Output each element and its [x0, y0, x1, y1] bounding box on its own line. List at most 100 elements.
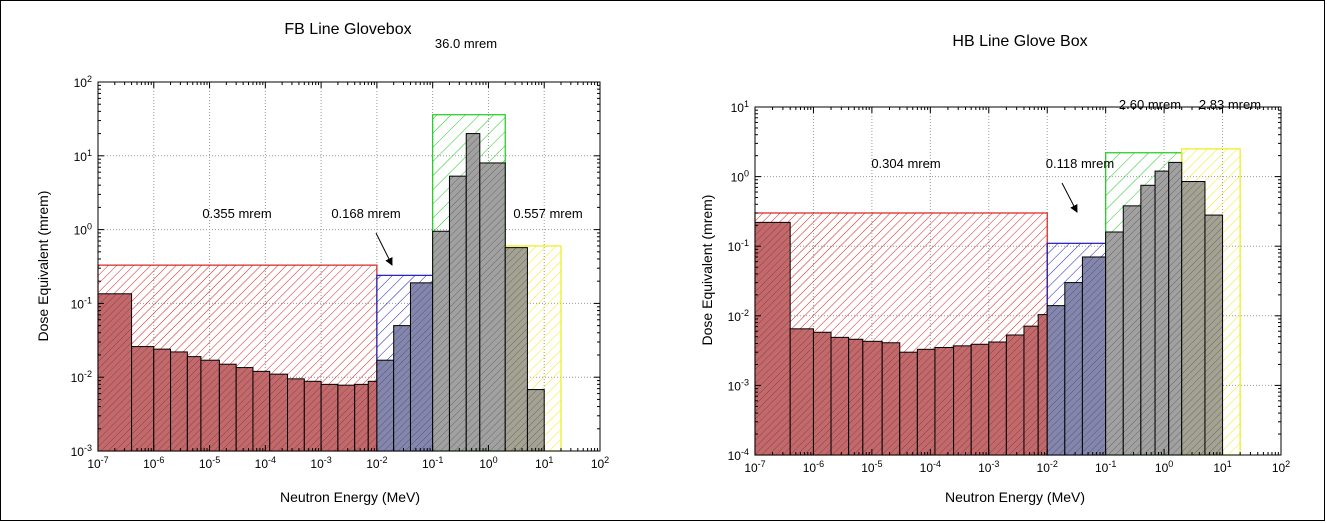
x-tick-label: 10-6	[803, 459, 824, 475]
bar-outline	[376, 359, 395, 452]
hb-line-glove-box-chart: HB Line Glove Box Neutron Energy (MeV) D…	[699, 33, 1290, 505]
fb-line-glovebox-chart: FB Line Glovebox Neutron Energy (MeV) Do…	[35, 21, 609, 505]
bar-outline	[1168, 161, 1183, 456]
axes: 10-7 10-6 10-5 10-4 10-3 10-2 10-1 100 101 102 10-…	[71, 74, 610, 471]
y-tick-label: 10-1	[71, 295, 92, 311]
group-label: 36.0 mrem	[435, 36, 497, 51]
x-tick-label: 10-5	[861, 459, 882, 475]
bar-outline	[97, 293, 133, 452]
x-axis-label: Neutron Energy (MeV)	[280, 489, 420, 505]
group-label: 2.60 mrem	[1119, 97, 1181, 112]
bar-outline	[862, 340, 883, 456]
group-labels: 0.355 mrem 0.168 mrem 36.0 mrem 0.557 mrem	[202, 36, 583, 266]
bar-outline	[881, 342, 901, 456]
bar-outline	[526, 389, 545, 452]
bar-outline	[916, 348, 936, 456]
x-tick-label: 10-2	[1037, 459, 1058, 475]
bar-outline	[354, 383, 369, 452]
bar-outline	[830, 336, 850, 456]
x-tick-label: 10-1	[422, 455, 443, 471]
y-tick-label: 10-3	[71, 443, 92, 459]
chart-title: FB Line Glovebox	[284, 21, 411, 38]
bar-outline	[934, 347, 955, 456]
bar-outline	[287, 378, 305, 452]
y-tick-label: 10-1	[728, 238, 749, 254]
bar-outline	[1037, 314, 1048, 456]
x-tick-label: 101	[535, 455, 553, 471]
bar-outline	[186, 356, 202, 452]
bar-outline	[848, 338, 864, 456]
bar-outline	[320, 383, 339, 452]
x-axis-label: Neutron Energy (MeV)	[945, 489, 1085, 505]
y-axis-label: Dose Equivalent (mrem)	[35, 191, 51, 342]
bar-outline	[504, 247, 528, 452]
bar-outline	[899, 351, 918, 456]
y-tick-label: 102	[74, 74, 92, 90]
bar-outline	[1204, 214, 1224, 456]
bar-outline	[953, 345, 972, 456]
group-label: 0.304 mrem	[871, 156, 940, 171]
axes: 10-7 10-6 10-5 10-4 10-3 10-2 10-1 100 101 102 10-…	[728, 99, 1291, 475]
y-tick-label: 10-2	[71, 369, 92, 385]
bar-outline	[235, 367, 254, 452]
bar-outline	[1046, 305, 1066, 456]
y-tick-label: 101	[731, 99, 749, 115]
x-tick-label: 10-2	[366, 455, 387, 471]
x-tick-label: 10-1	[1095, 459, 1116, 475]
group-label: 0.168 mrem	[331, 206, 400, 221]
bar-outline	[218, 363, 237, 452]
bar-outline	[1154, 170, 1170, 456]
annotation-arrow	[1061, 182, 1078, 213]
bar-outline	[1181, 181, 1206, 456]
group-label: 0.118 mrem	[1046, 156, 1114, 171]
group-label: 0.557 mrem	[513, 206, 582, 221]
y-tick-label: 101	[74, 148, 92, 164]
bar-outline	[812, 331, 832, 456]
bar-outline	[1105, 231, 1124, 456]
bars	[754, 161, 1224, 456]
bar-outline	[970, 343, 990, 456]
x-tick-label: 10-7	[87, 455, 108, 471]
x-tick-label: 10-3	[310, 455, 331, 471]
group-label: 0.355 mrem	[202, 206, 271, 221]
x-tick-label: 102	[591, 455, 609, 471]
y-tick-label: 100	[74, 222, 92, 238]
bar-outline	[269, 373, 289, 452]
bar-outline	[789, 328, 814, 456]
y-tick-label: 100	[731, 169, 749, 185]
x-tick-label: 10-4	[920, 459, 941, 475]
bar-outline	[479, 162, 506, 452]
bar-outline	[432, 230, 450, 452]
bar-outline	[1081, 256, 1107, 456]
y-tick-label: 10-3	[728, 377, 749, 393]
bar-outline	[448, 175, 467, 452]
bar-outline	[200, 359, 220, 452]
group-labels: 0.304 mrem 0.118 mrem 2.60 mrem 2.83 mrem	[871, 97, 1261, 213]
bar-outline	[1122, 205, 1142, 456]
plot-frame	[97, 81, 601, 452]
bar-outline	[131, 346, 155, 452]
y-axis-label: Dose Equivalent (mrem)	[699, 195, 715, 346]
x-tick-label: 102	[1272, 459, 1290, 475]
x-tick-label: 10-5	[199, 455, 220, 471]
bar-outline	[1005, 334, 1025, 456]
x-tick-label: 10-3	[978, 459, 999, 475]
group-label: 2.83 mrem	[1199, 97, 1261, 112]
bar-outline	[1023, 325, 1039, 456]
x-tick-label: 10-4	[255, 455, 276, 471]
bar-outline	[170, 351, 188, 452]
bar-outline	[1140, 184, 1156, 456]
bar-outline	[252, 370, 271, 452]
x-tick-label: 101	[1213, 459, 1231, 475]
chart-title: HB Line Glove Box	[952, 33, 1087, 50]
bar-outline	[337, 384, 356, 452]
y-tick-label: 10-4	[728, 447, 749, 463]
bar-outline	[153, 348, 172, 452]
x-tick-label: 10-6	[143, 455, 164, 471]
bar-outline	[367, 380, 378, 452]
bar-outline	[409, 282, 434, 452]
bar-outline	[465, 133, 481, 452]
y-tick-label: 10-2	[728, 308, 749, 324]
